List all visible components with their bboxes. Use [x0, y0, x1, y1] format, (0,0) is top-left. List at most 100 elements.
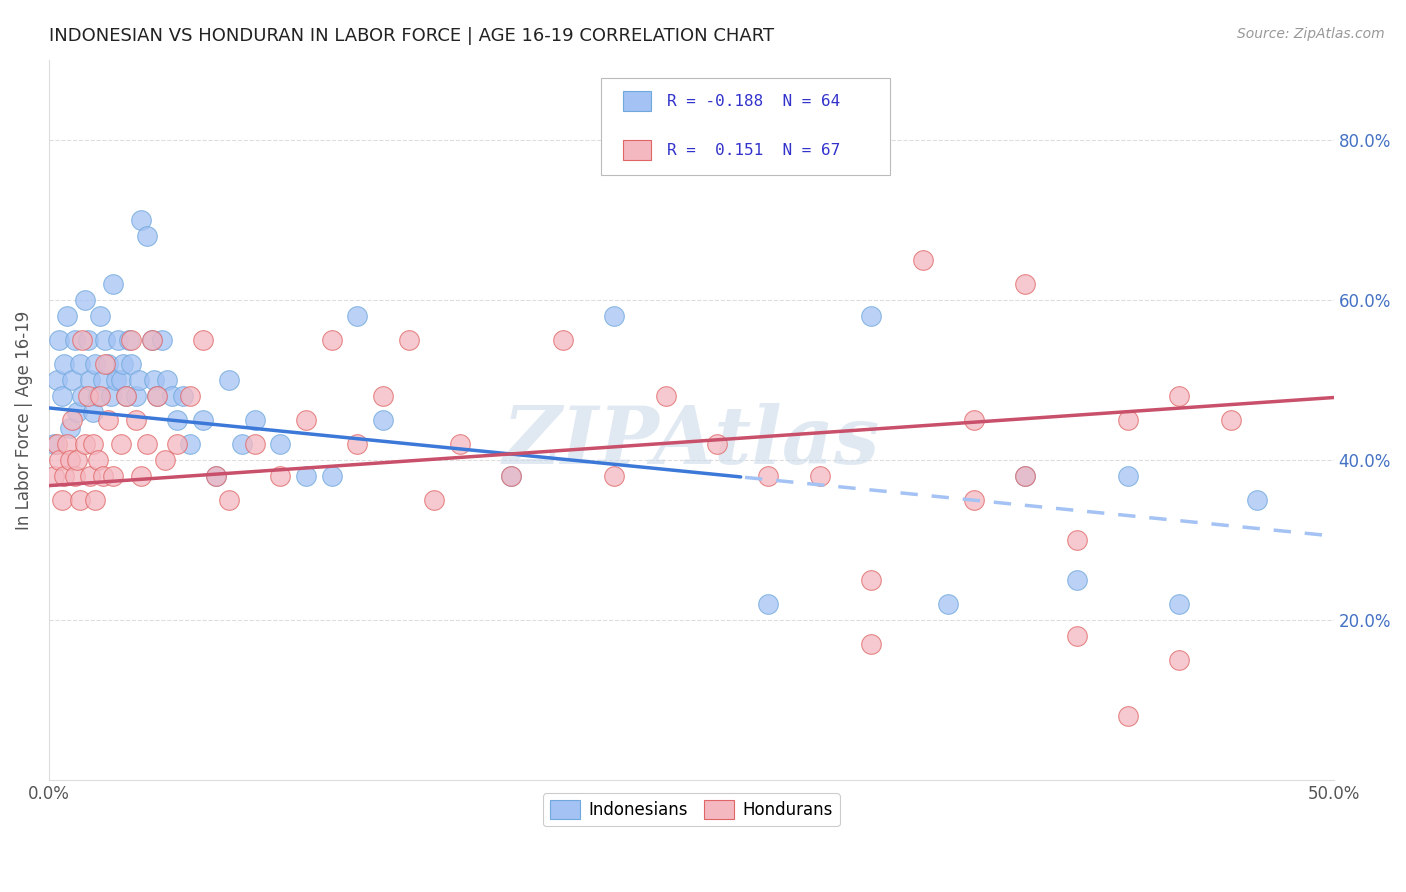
- Point: [110, 437, 132, 451]
- Point: [172, 389, 194, 403]
- Point: [1168, 389, 1191, 403]
- Point: [205, 469, 228, 483]
- Point: [42, 469, 65, 483]
- Point: [449, 437, 471, 451]
- Point: [162, 389, 184, 403]
- Point: [45, 437, 67, 451]
- Point: [706, 437, 728, 451]
- Point: [1168, 597, 1191, 611]
- Point: [153, 453, 176, 467]
- Point: [60, 413, 83, 427]
- Point: [103, 469, 125, 483]
- Point: [963, 413, 986, 427]
- Point: [73, 437, 96, 451]
- Point: [141, 333, 163, 347]
- Point: [82, 405, 104, 419]
- Point: [53, 357, 76, 371]
- Point: [87, 453, 110, 467]
- Point: [53, 469, 76, 483]
- Point: [94, 357, 117, 371]
- Point: [205, 469, 228, 483]
- Point: [1066, 573, 1088, 587]
- Point: [231, 437, 253, 451]
- Point: [89, 389, 111, 403]
- Point: [58, 421, 80, 435]
- Point: [808, 469, 831, 483]
- Point: [269, 469, 291, 483]
- Point: [191, 413, 214, 427]
- Point: [371, 389, 394, 403]
- Point: [110, 373, 132, 387]
- Point: [97, 413, 120, 427]
- Point: [243, 413, 266, 427]
- Point: [104, 373, 127, 387]
- Point: [911, 252, 934, 267]
- Point: [295, 413, 318, 427]
- Point: [87, 389, 110, 403]
- Point: [69, 357, 91, 371]
- Point: [295, 469, 318, 483]
- Point: [758, 597, 780, 611]
- Point: [131, 469, 153, 483]
- Point: [103, 277, 125, 291]
- Point: [48, 333, 70, 347]
- Legend: Indonesians, Hondurans: Indonesians, Hondurans: [543, 794, 839, 826]
- Point: [179, 389, 201, 403]
- Point: [63, 333, 86, 347]
- Point: [48, 453, 70, 467]
- Point: [89, 309, 111, 323]
- Point: [79, 373, 101, 387]
- Point: [58, 453, 80, 467]
- Point: [91, 373, 114, 387]
- Point: [150, 333, 173, 347]
- Point: [112, 357, 135, 371]
- Text: R =  0.151  N = 67: R = 0.151 N = 67: [666, 143, 841, 158]
- Point: [654, 389, 676, 403]
- Point: [51, 493, 73, 508]
- Point: [269, 437, 291, 451]
- Point: [423, 493, 446, 508]
- Point: [860, 573, 883, 587]
- Y-axis label: In Labor Force | Age 16-19: In Labor Force | Age 16-19: [15, 310, 32, 530]
- Point: [45, 373, 67, 387]
- Point: [120, 333, 142, 347]
- Point: [1116, 413, 1139, 427]
- Point: [63, 469, 86, 483]
- Point: [125, 389, 148, 403]
- Point: [860, 309, 883, 323]
- Point: [56, 309, 79, 323]
- Point: [1116, 709, 1139, 723]
- Point: [51, 389, 73, 403]
- FancyBboxPatch shape: [602, 78, 890, 175]
- Point: [79, 469, 101, 483]
- Point: [1014, 469, 1036, 483]
- Point: [72, 389, 94, 403]
- Point: [398, 333, 420, 347]
- Point: [73, 293, 96, 307]
- Point: [146, 389, 169, 403]
- Point: [125, 413, 148, 427]
- Text: ZIPAtlas: ZIPAtlas: [502, 403, 880, 480]
- Point: [603, 469, 626, 483]
- Point: [120, 357, 142, 371]
- Point: [131, 212, 153, 227]
- Point: [135, 228, 157, 243]
- FancyBboxPatch shape: [623, 91, 651, 112]
- Point: [501, 469, 523, 483]
- Point: [321, 333, 343, 347]
- Point: [218, 373, 240, 387]
- Point: [1168, 653, 1191, 667]
- Point: [1066, 629, 1088, 643]
- Point: [179, 437, 201, 451]
- Point: [94, 333, 117, 347]
- Point: [107, 333, 129, 347]
- Point: [42, 437, 65, 451]
- Point: [156, 373, 179, 387]
- Text: R = -0.188  N = 64: R = -0.188 N = 64: [666, 94, 841, 109]
- Point: [143, 373, 166, 387]
- Point: [758, 469, 780, 483]
- Point: [97, 357, 120, 371]
- Point: [69, 493, 91, 508]
- Point: [76, 389, 98, 403]
- Point: [1246, 493, 1268, 508]
